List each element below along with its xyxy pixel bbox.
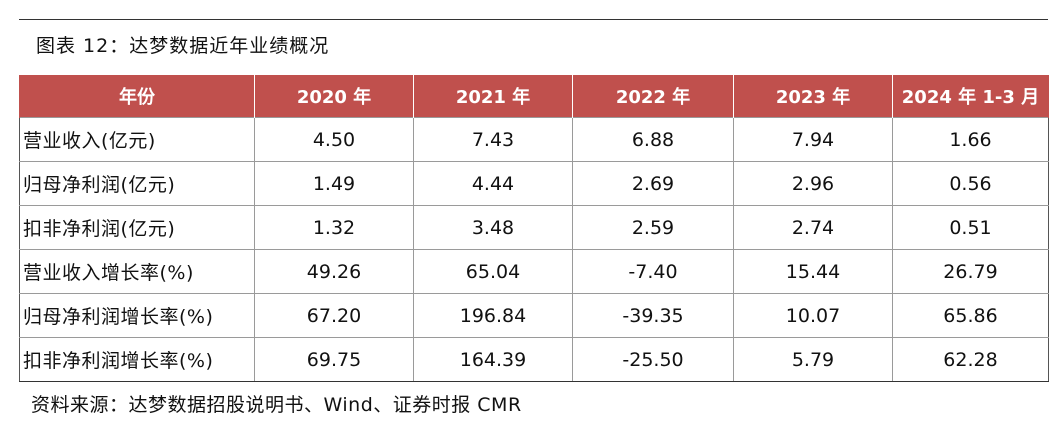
table-row: 营业收入(亿元) 4.50 7.43 6.88 7.94 1.66 bbox=[19, 117, 1049, 162]
table-cell: 7.43 bbox=[413, 117, 573, 162]
table-cell: 1.49 bbox=[254, 161, 414, 206]
table-cell: 2.96 bbox=[733, 161, 893, 206]
table-cell: 164.39 bbox=[413, 337, 573, 382]
source-note: 资料来源：达梦数据招股说明书、Wind、证券时报 CMR bbox=[31, 394, 522, 416]
header-cell-2021: 2021 年 bbox=[413, 75, 573, 118]
table-cell: 0.51 bbox=[892, 205, 1049, 250]
table-cell: 69.75 bbox=[254, 337, 414, 382]
table-cell: 2.74 bbox=[733, 205, 893, 250]
table-cell: 62.28 bbox=[892, 337, 1049, 382]
table-cell: 4.44 bbox=[413, 161, 573, 206]
performance-table: 年份 2020 年 2021 年 2022 年 2023 年 2024 年 1-… bbox=[19, 75, 1049, 382]
table-cell: 5.79 bbox=[733, 337, 893, 382]
table-cell: 3.48 bbox=[413, 205, 573, 250]
row-label: 扣非净利润(亿元) bbox=[19, 205, 255, 250]
header-cell-2024q1: 2024 年 1-3 月 bbox=[892, 75, 1049, 118]
table-row: 归母净利润(亿元) 1.49 4.44 2.69 2.96 0.56 bbox=[19, 161, 1049, 206]
table-cell: 4.50 bbox=[254, 117, 414, 162]
table-cell: 65.86 bbox=[892, 293, 1049, 338]
table-cell: 15.44 bbox=[733, 249, 893, 294]
table-cell: 49.26 bbox=[254, 249, 414, 294]
table-cell: 2.59 bbox=[572, 205, 734, 250]
table-cell: 6.88 bbox=[572, 117, 734, 162]
table-cell: -39.35 bbox=[572, 293, 734, 338]
row-label: 归母净利润增长率(%) bbox=[19, 293, 255, 338]
table-cell: -7.40 bbox=[572, 249, 734, 294]
header-cell-2023: 2023 年 bbox=[733, 75, 893, 118]
table-row: 营业收入增长率(%) 49.26 65.04 -7.40 15.44 26.79 bbox=[19, 249, 1049, 294]
table-cell: 2.69 bbox=[572, 161, 734, 206]
header-cell-year: 年份 bbox=[19, 75, 255, 118]
row-label: 营业收入(亿元) bbox=[19, 117, 255, 162]
table-cell: 67.20 bbox=[254, 293, 414, 338]
table-cell: 196.84 bbox=[413, 293, 573, 338]
table-cell: 65.04 bbox=[413, 249, 573, 294]
table-row: 归母净利润增长率(%) 67.20 196.84 -39.35 10.07 65… bbox=[19, 293, 1049, 338]
row-label: 归母净利润(亿元) bbox=[19, 161, 255, 206]
table-cell: 26.79 bbox=[892, 249, 1049, 294]
table-row: 扣非净利润增长率(%) 69.75 164.39 -25.50 5.79 62.… bbox=[19, 337, 1049, 382]
table-cell: -25.50 bbox=[572, 337, 734, 382]
table-cell: 7.94 bbox=[733, 117, 893, 162]
header-row: 年份 2020 年 2021 年 2022 年 2023 年 2024 年 1-… bbox=[19, 75, 1049, 118]
row-label: 扣非净利润增长率(%) bbox=[19, 337, 255, 382]
table-cell: 0.56 bbox=[892, 161, 1049, 206]
table-cell: 1.32 bbox=[254, 205, 414, 250]
table-cell: 1.66 bbox=[892, 117, 1049, 162]
table-row: 扣非净利润(亿元) 1.32 3.48 2.59 2.74 0.51 bbox=[19, 205, 1049, 250]
row-label: 营业收入增长率(%) bbox=[19, 249, 255, 294]
top-rule bbox=[19, 19, 1048, 20]
table-caption: 图表 12：达梦数据近年业绩概况 bbox=[36, 35, 330, 57]
header-cell-2020: 2020 年 bbox=[254, 75, 414, 118]
table-cell: 10.07 bbox=[733, 293, 893, 338]
header-cell-2022: 2022 年 bbox=[572, 75, 734, 118]
